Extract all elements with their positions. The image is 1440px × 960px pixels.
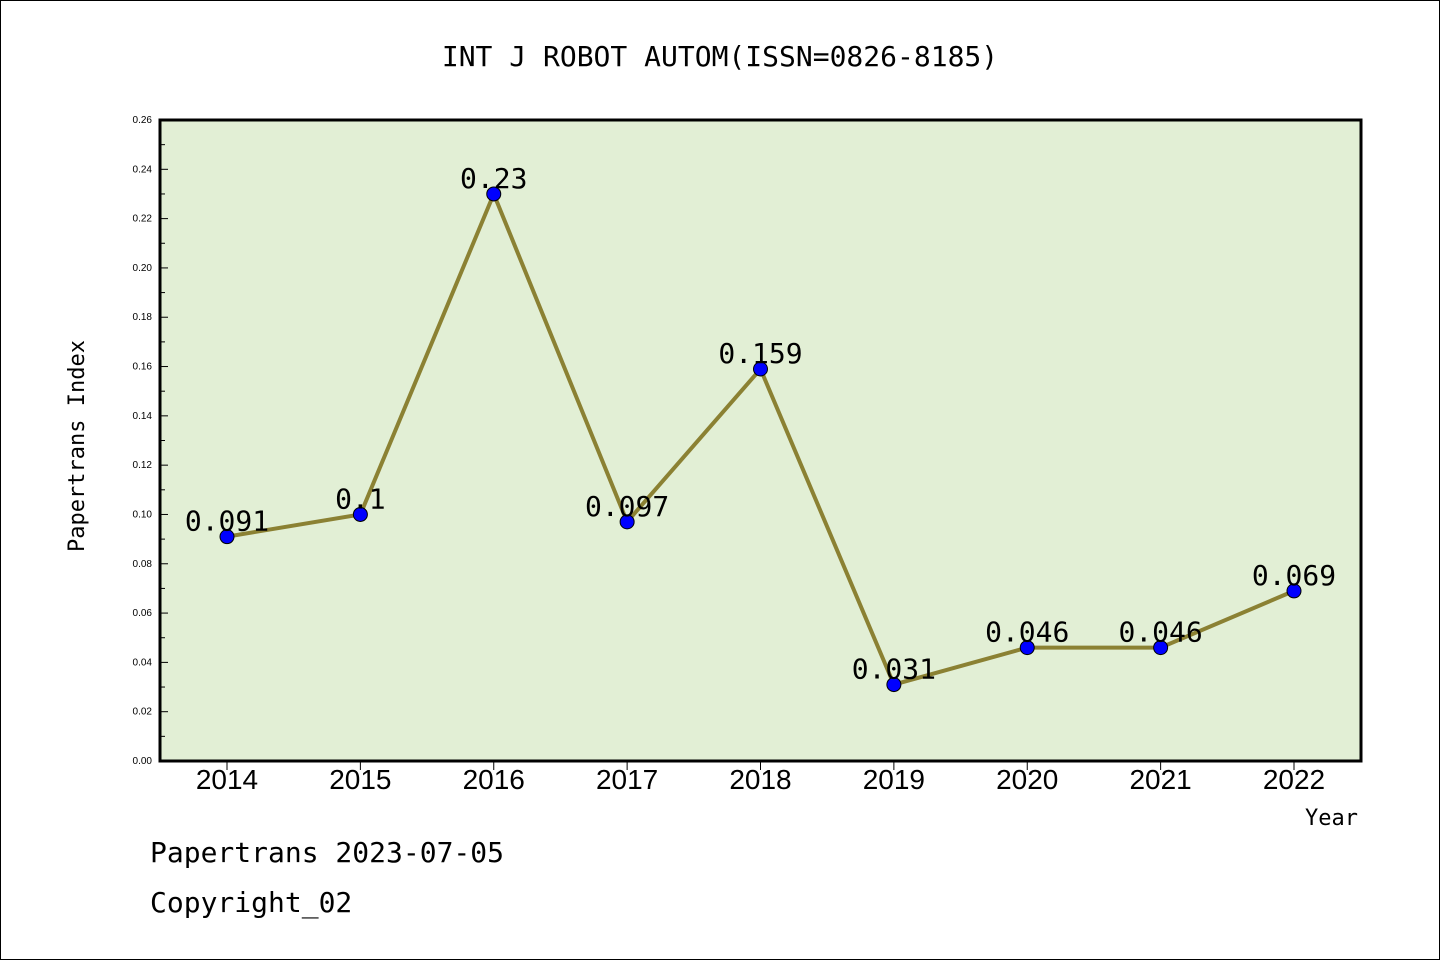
data-label: 0.031 (852, 653, 936, 686)
x-axis: 2014 2015 2016 2017 2018 2019 2020 2021 2022 (196, 761, 1325, 795)
x-tick-label: 2022 (1263, 764, 1325, 795)
y-tick-label: 0.18 (133, 312, 153, 323)
y-axis-label: Papertrans Index (65, 340, 90, 552)
y-tick-label: 0.00 (133, 756, 153, 767)
y-tick-label: 0.20 (133, 263, 153, 274)
x-tick-label: 2021 (1129, 764, 1191, 795)
y-tick-label: 0.04 (133, 657, 153, 668)
y-tick-label: 0.14 (133, 411, 153, 422)
data-labels-group: 0.091 0.1 0.23 0.097 0.159 0.031 0.046 0.046 0.0… (185, 162, 1336, 686)
data-label: 0.091 (185, 505, 269, 538)
data-label: 0.069 (1252, 559, 1336, 592)
y-tick-label: 0.26 (133, 115, 153, 126)
y-tick-label: 0.24 (133, 164, 153, 175)
x-tick-label: 2020 (996, 764, 1058, 795)
data-point (753, 361, 768, 377)
data-point (1286, 583, 1302, 599)
x-tick-label: 2014 (196, 764, 258, 795)
y-tick-label: 0.22 (133, 214, 153, 225)
data-point (886, 677, 902, 693)
x-tick-label: 2019 (863, 764, 925, 795)
footer-copyright: Copyright_02 (150, 886, 353, 919)
x-tick-label: 2016 (463, 764, 525, 795)
x-axis-label: Year (1305, 806, 1358, 831)
footer-date: Papertrans 2023-07-05 (150, 836, 505, 869)
data-label: 0.159 (718, 337, 802, 370)
data-point (1153, 640, 1169, 656)
data-point (219, 529, 235, 545)
data-label: 0.046 (985, 616, 1069, 649)
y-tick-label: 0.16 (133, 362, 153, 373)
x-tick-label: 2018 (729, 764, 791, 795)
data-label: 0.046 (1118, 616, 1202, 649)
y-tick-label: 0.02 (133, 707, 153, 718)
data-point (619, 514, 635, 530)
y-axis: 0.00 0.02 0.04 0.06 0.08 0.10 0.12 0.14 0.16 0.18… (133, 115, 168, 767)
x-tick-label: 2015 (329, 764, 391, 795)
x-tick-label: 2017 (596, 764, 658, 795)
data-label: 0.23 (460, 162, 527, 195)
chart-title: INT J ROBOT AUTOM(ISSN=0826-8185) (442, 40, 998, 73)
data-label: 0.1 (335, 482, 386, 515)
data-point (1019, 640, 1035, 656)
y-tick-label: 0.10 (133, 509, 153, 520)
series-line-group (219, 186, 1302, 693)
y-tick-label: 0.06 (133, 608, 153, 619)
data-point (486, 186, 502, 202)
y-tick-label: 0.08 (133, 559, 153, 570)
y-tick-label: 0.12 (133, 460, 153, 471)
plot-area (158, 118, 1363, 763)
data-label: 0.097 (585, 490, 669, 523)
data-point (352, 506, 368, 522)
